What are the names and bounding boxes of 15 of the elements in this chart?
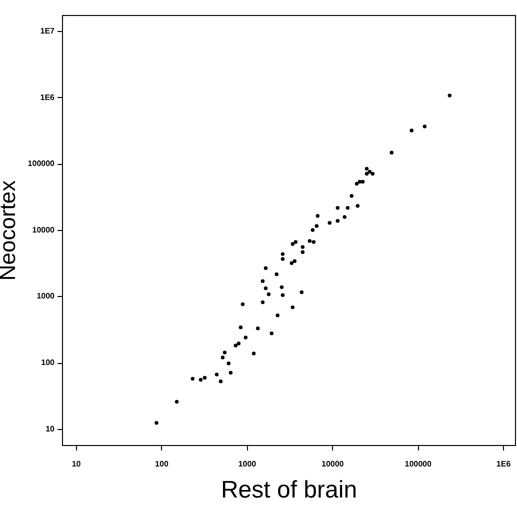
x-tick-label: 1000 bbox=[238, 460, 257, 468]
y-tick-label: 10 bbox=[46, 424, 56, 434]
y-tick-label: 1000 bbox=[36, 292, 56, 301]
y-tick-label: 100000 bbox=[28, 159, 56, 168]
y-axis-title: Neocortex bbox=[0, 180, 20, 281]
x-tick-label: 100000 bbox=[404, 460, 432, 468]
x-tick-label: 10000 bbox=[322, 460, 344, 468]
x-tick-label: 1E6 bbox=[496, 460, 512, 468]
y-tick-label: 1E7 bbox=[40, 26, 56, 36]
x-axis-title: Rest of brain bbox=[220, 476, 358, 504]
x-tick-label: 100 bbox=[155, 460, 169, 468]
y-tick-label: 1E6 bbox=[40, 92, 56, 102]
y-tick-label: 10000 bbox=[32, 225, 56, 234]
x-tick-label: 10 bbox=[72, 460, 82, 468]
y-tick-label: 100 bbox=[41, 358, 56, 368]
